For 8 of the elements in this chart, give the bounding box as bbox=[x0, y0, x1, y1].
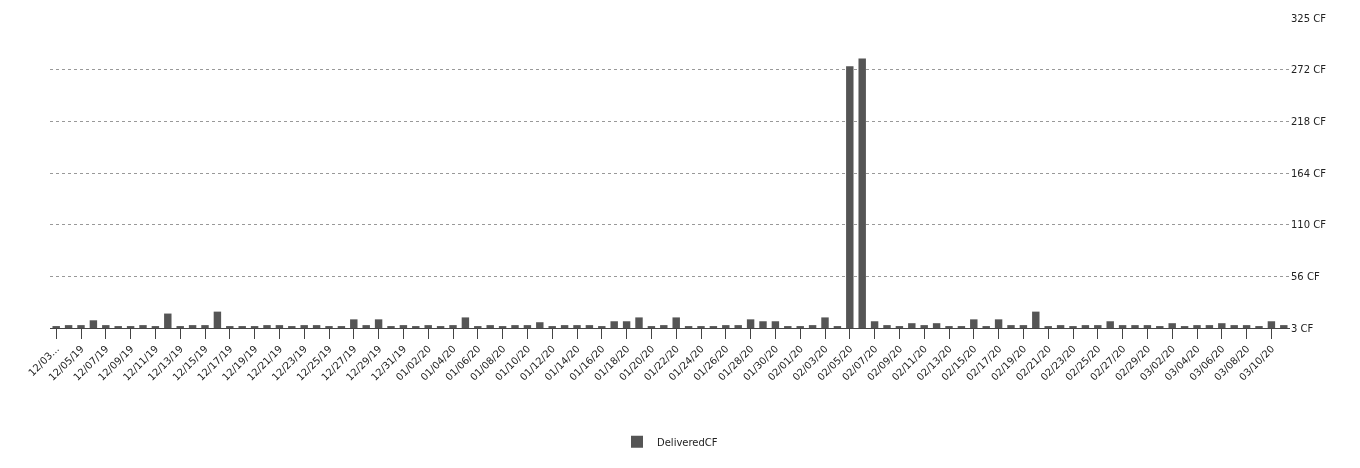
y-tick-label: 3 CF bbox=[1291, 322, 1314, 334]
y-tick-label: 164 CF bbox=[1291, 167, 1327, 179]
y-tick-label: 325 CF bbox=[1291, 12, 1327, 24]
legend-label: DeliveredCF bbox=[657, 436, 718, 448]
y-tick-label: 110 CF bbox=[1291, 219, 1327, 231]
y-tick-label: 272 CF bbox=[1291, 63, 1327, 75]
y-tick-label: 218 CF bbox=[1291, 115, 1327, 127]
y-tick-label: 56 CF bbox=[1291, 271, 1320, 283]
